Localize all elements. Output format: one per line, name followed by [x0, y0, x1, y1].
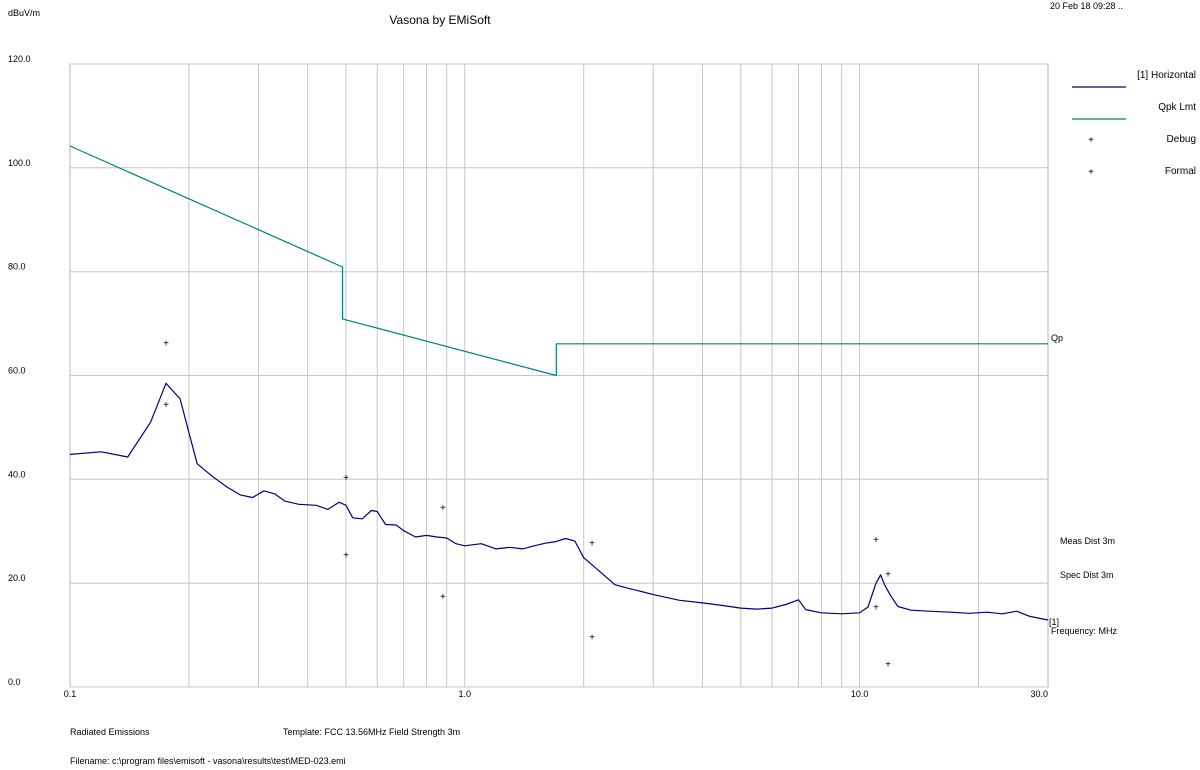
- marker-formal: +: [885, 660, 891, 671]
- y-tick-label: 40.0: [8, 469, 26, 479]
- spec-dist-label: Spec Dist 3m: [1060, 570, 1114, 580]
- legend-label-1-horizontal: [1] Horizontal: [1137, 70, 1196, 81]
- template-info: Template: FCC 13.56MHz Field Strength 3m: [283, 727, 460, 737]
- timestamp: 20 Feb 18 09:28 ..: [1050, 1, 1123, 11]
- legend-label-formal: Formal: [1165, 166, 1196, 177]
- marker-formal: +: [343, 551, 349, 562]
- y-tick-label: 20.0: [8, 573, 26, 583]
- x-tick-label: 10.0: [851, 689, 869, 699]
- legend: [1] Horizontal Qpk Lmt Debug + Formal +: [1072, 70, 1196, 178]
- limit-end-label: Qp: [1051, 333, 1063, 343]
- marker-debug: +: [873, 535, 879, 546]
- y-tick-labels: 0.0 20.0 40.0 60.0 80.0 100.0 120.0: [8, 54, 31, 687]
- x-tick-label: 30.0: [1030, 689, 1048, 699]
- marker-debug: +: [885, 569, 891, 580]
- trace-marker-label: [1]: [1049, 617, 1059, 627]
- marker-formal: +: [163, 400, 169, 411]
- legend-swatch-debug: +: [1088, 135, 1094, 146]
- marker-formal: +: [440, 592, 446, 603]
- marker-debug: +: [343, 473, 349, 484]
- legend-swatch-formal: +: [1088, 167, 1094, 178]
- marker-debug: +: [440, 503, 446, 514]
- y-tick-label: 100.0: [8, 158, 31, 168]
- series-layer: + + + + + + + + + + + +: [69, 145, 1049, 671]
- legend-label-qpk-lmt: Qpk Lmt: [1158, 102, 1196, 113]
- y-tick-label: 120.0: [8, 54, 31, 64]
- series-line-qpk-lmt: [69, 145, 1048, 377]
- x-axis-label: Frequency: MHz: [1051, 626, 1118, 636]
- chart-title: Vasona by EMiSoft: [389, 13, 491, 27]
- y-tick-label: 60.0: [8, 366, 26, 376]
- x-tick-labels: 0.1 1.0 10.0 30.0: [64, 689, 1048, 699]
- marker-formal: +: [589, 633, 595, 644]
- test-type: Radiated Emissions: [70, 727, 150, 737]
- y-tick-label: 0.0: [8, 677, 21, 687]
- x-tick-label: 1.0: [459, 689, 472, 699]
- marker-formal: +: [873, 603, 879, 614]
- x-tick-label: 0.1: [64, 689, 77, 699]
- grid: [69, 63, 1049, 688]
- legend-label-debug: Debug: [1167, 134, 1196, 145]
- y-axis-label: dBuV/m: [8, 8, 40, 18]
- series-line-1-horizontal: [69, 382, 1049, 621]
- y-tick-label: 80.0: [8, 262, 26, 272]
- marker-debug: +: [163, 338, 169, 349]
- filename: Filename: c:\program files\emisoft - vas…: [70, 756, 346, 766]
- marker-debug: +: [589, 539, 595, 550]
- meas-dist-label: Meas Dist 3m: [1060, 536, 1115, 546]
